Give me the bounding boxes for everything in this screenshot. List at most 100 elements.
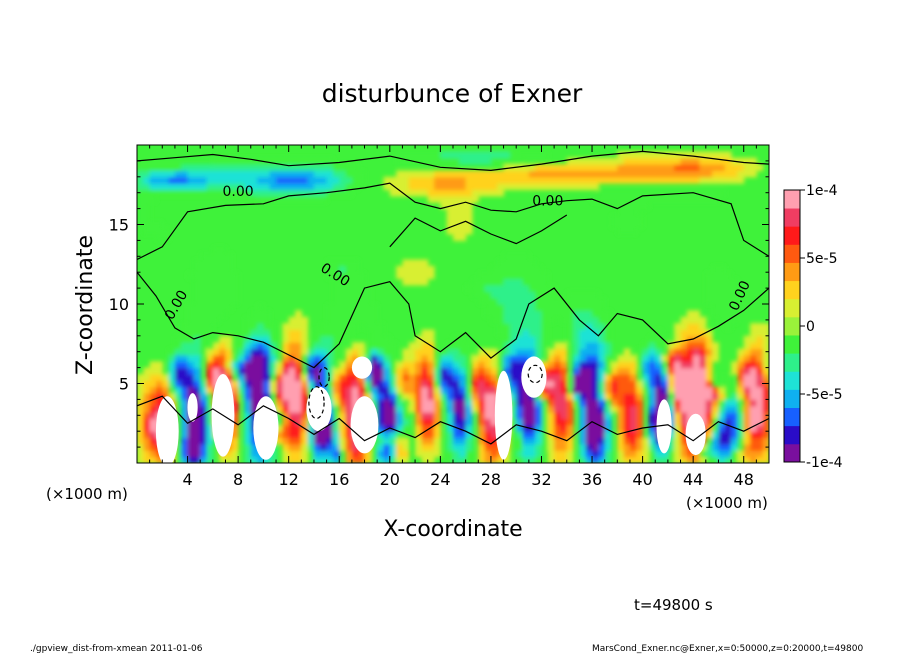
field-cell — [257, 354, 264, 362]
field-cell — [351, 183, 359, 191]
field-cell — [573, 176, 580, 184]
field-cell — [680, 405, 688, 413]
field-cell — [699, 361, 707, 369]
field-cell — [712, 399, 720, 407]
field-cell — [516, 151, 524, 159]
field-cell — [503, 151, 511, 159]
field-cell — [731, 450, 738, 458]
field-cell — [351, 393, 359, 400]
field-cell — [295, 456, 302, 463]
field-cell — [345, 265, 353, 273]
field-cell — [592, 367, 599, 375]
field-cell — [345, 189, 353, 197]
field-cell — [326, 450, 334, 458]
field-cell — [522, 424, 530, 432]
field-cell — [471, 189, 479, 197]
field-cell — [611, 393, 618, 400]
field-cell — [282, 189, 290, 197]
field-cell — [503, 164, 511, 172]
field-cell — [206, 316, 214, 324]
field-cell — [522, 405, 530, 413]
field-cell — [636, 202, 644, 210]
field-cell — [415, 272, 422, 280]
field-cell — [421, 342, 429, 350]
field-cell — [187, 304, 195, 311]
field-cell — [339, 380, 347, 388]
colorbar-swatch — [784, 389, 800, 408]
field-cell — [522, 183, 530, 191]
field-cell — [383, 373, 391, 381]
field-cell — [680, 176, 688, 184]
field-cell — [762, 323, 769, 331]
field-cell — [193, 380, 201, 388]
field-cell — [440, 202, 448, 210]
field-cell — [408, 399, 416, 407]
field-cell — [440, 170, 448, 178]
field-cell — [661, 354, 669, 362]
field-cell — [389, 443, 397, 451]
field-cell — [168, 164, 176, 172]
field-cell — [604, 176, 612, 184]
field-cell — [490, 412, 498, 420]
field-cell — [257, 342, 264, 350]
field-cell — [143, 373, 151, 381]
field-cell — [762, 329, 769, 337]
field-cell — [351, 278, 359, 286]
field-cell — [560, 393, 568, 400]
field-cell — [592, 386, 599, 394]
field-cell — [282, 157, 290, 165]
field-cell — [332, 183, 340, 191]
field-cell — [497, 284, 505, 292]
time-label: t=49800 s — [634, 596, 713, 614]
field-cell — [560, 386, 568, 394]
field-cell — [686, 195, 694, 203]
field-cell — [655, 373, 663, 381]
field-cell — [535, 399, 543, 407]
field-cell — [484, 418, 492, 426]
field-cell — [465, 386, 473, 394]
field-cell — [206, 418, 214, 426]
field-cell — [750, 373, 757, 381]
field-cell — [345, 399, 353, 407]
field-cell — [402, 437, 410, 445]
field-cell — [257, 170, 264, 178]
field-cell — [522, 412, 530, 420]
field-cell — [731, 316, 738, 324]
field-cell — [705, 399, 713, 407]
field-cell — [705, 342, 713, 350]
field-cell — [642, 361, 650, 369]
field-cell — [219, 348, 227, 356]
field-cell — [566, 450, 574, 458]
field-cell — [206, 189, 214, 197]
field-cell — [712, 412, 720, 420]
field-cell — [415, 348, 422, 356]
field-cell — [168, 170, 176, 178]
field-cell — [554, 412, 562, 420]
field-cell — [484, 361, 492, 369]
field-cell — [579, 310, 587, 318]
colorbar — [783, 189, 801, 463]
field-cell — [238, 373, 246, 381]
field-cell — [168, 183, 176, 191]
field-cell — [693, 373, 701, 381]
field-cell — [181, 443, 189, 451]
field-cell — [674, 329, 682, 337]
field-cell — [427, 437, 435, 445]
field-cell — [661, 373, 669, 381]
field-cell — [351, 164, 359, 172]
field-cell — [718, 450, 726, 458]
field-cell — [547, 183, 555, 191]
field-cell — [174, 386, 182, 394]
field-cell — [383, 437, 391, 445]
field-cell — [434, 393, 441, 400]
field-cell — [541, 329, 549, 337]
field-cell — [377, 367, 385, 375]
x-tick-label: 36 — [582, 470, 602, 489]
field-cell — [547, 418, 555, 426]
field-cell — [193, 431, 201, 439]
field-cell — [206, 297, 214, 305]
field-cell — [573, 164, 580, 172]
field-cell — [200, 380, 208, 388]
field-cell — [408, 183, 416, 191]
field-cell — [718, 310, 726, 318]
